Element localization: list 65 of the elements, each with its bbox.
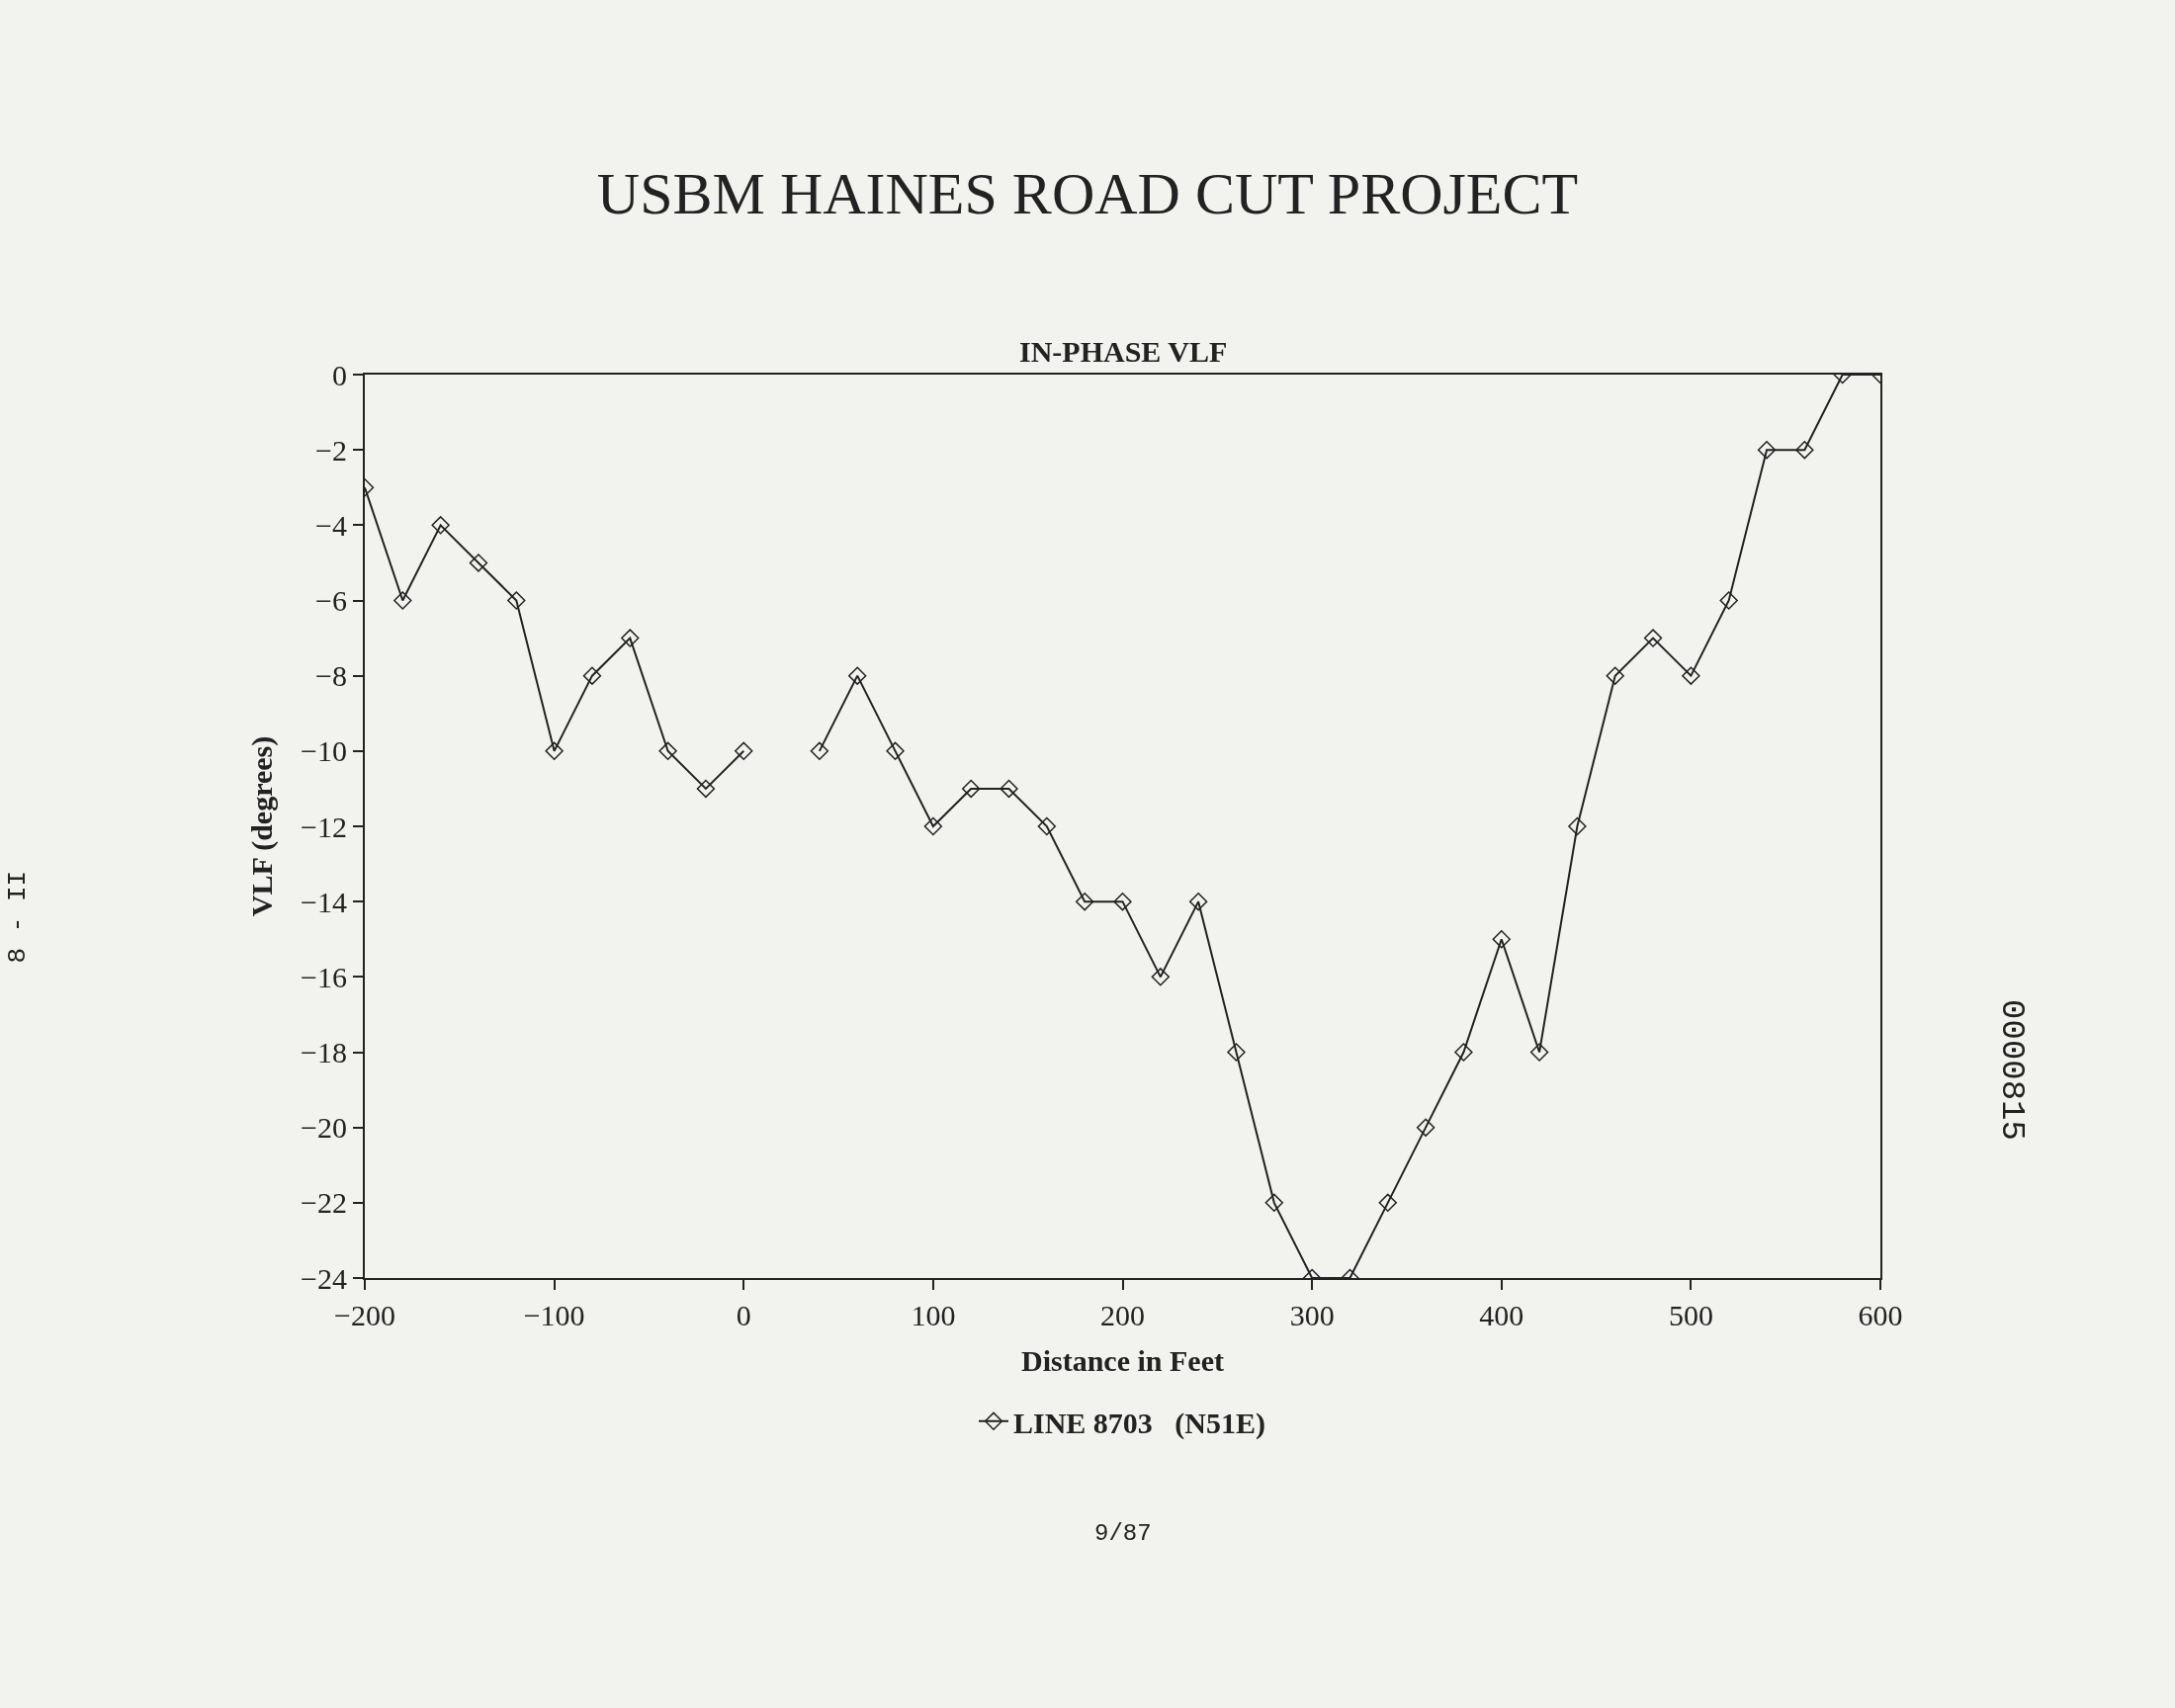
point	[1227, 1043, 1246, 1062]
legend-label: LINE 8703 (N51E)	[1013, 1406, 1266, 1440]
point	[1757, 440, 1777, 460]
y-tick-label: −16	[301, 960, 347, 993]
x-tick-label: 400	[1479, 1299, 1524, 1331]
x-tick-label: 500	[1668, 1299, 1713, 1331]
point	[735, 741, 753, 761]
point	[1568, 816, 1587, 836]
y-tick-label: −8	[315, 659, 347, 693]
point	[431, 516, 450, 535]
point	[1188, 892, 1208, 911]
point	[1682, 666, 1700, 685]
y-tick-label: −18	[301, 1036, 347, 1068]
point	[1378, 1193, 1397, 1213]
chart-subtitle: IN-PHASE VLF	[1019, 335, 1228, 368]
point	[658, 741, 677, 761]
y-tick-label: −6	[315, 584, 347, 617]
point	[1000, 779, 1018, 799]
y-tick-label: −10	[301, 734, 347, 768]
x-tick-label: 600	[1858, 1299, 1903, 1331]
text: 9/87	[1094, 1520, 1152, 1547]
point	[507, 591, 526, 610]
x-tick-label: −200	[334, 1299, 395, 1331]
point	[582, 666, 602, 685]
point	[1151, 968, 1171, 986]
x-tick-label: −100	[523, 1299, 585, 1331]
text: 8 - II	[2, 870, 33, 964]
x-axis-title: Distance in Feet	[1021, 1344, 1224, 1377]
point	[1795, 440, 1814, 460]
point	[1416, 1118, 1436, 1137]
point	[848, 666, 867, 685]
y-tick-label: −14	[301, 885, 347, 918]
point	[1075, 892, 1094, 911]
y-tick-label: −24	[301, 1261, 347, 1295]
x-tick-label: 0	[736, 1299, 751, 1331]
point	[886, 741, 905, 761]
chart-title: USBM HAINES ROAD CUT PROJECT	[596, 161, 1579, 226]
point	[393, 591, 412, 610]
x-tick-label: 100	[911, 1299, 956, 1331]
point	[1037, 816, 1057, 836]
point	[962, 779, 981, 799]
y-tick-label: 0	[332, 358, 347, 391]
point	[1492, 930, 1511, 949]
x-tick-label: 300	[1289, 1299, 1335, 1331]
y-axis-title: VLF (degrees)	[244, 735, 279, 917]
point	[810, 741, 829, 761]
point	[1454, 1043, 1473, 1062]
point	[1719, 591, 1738, 610]
point	[1529, 1043, 1549, 1062]
text: 0000815	[1992, 999, 2031, 1141]
point	[469, 554, 488, 572]
point	[1113, 892, 1132, 911]
y-tick-label: −12	[301, 810, 347, 843]
y-tick-label: −22	[301, 1186, 347, 1220]
point	[1606, 666, 1624, 685]
y-tick-label: −20	[301, 1111, 347, 1145]
point	[696, 779, 716, 799]
y-tick-label: −4	[315, 508, 347, 542]
point	[1643, 629, 1663, 647]
point	[923, 816, 943, 836]
point	[1264, 1193, 1283, 1213]
x-tick-label: 200	[1100, 1299, 1145, 1331]
point	[621, 629, 640, 647]
y-tick-label: −2	[315, 433, 347, 467]
point	[545, 741, 564, 761]
